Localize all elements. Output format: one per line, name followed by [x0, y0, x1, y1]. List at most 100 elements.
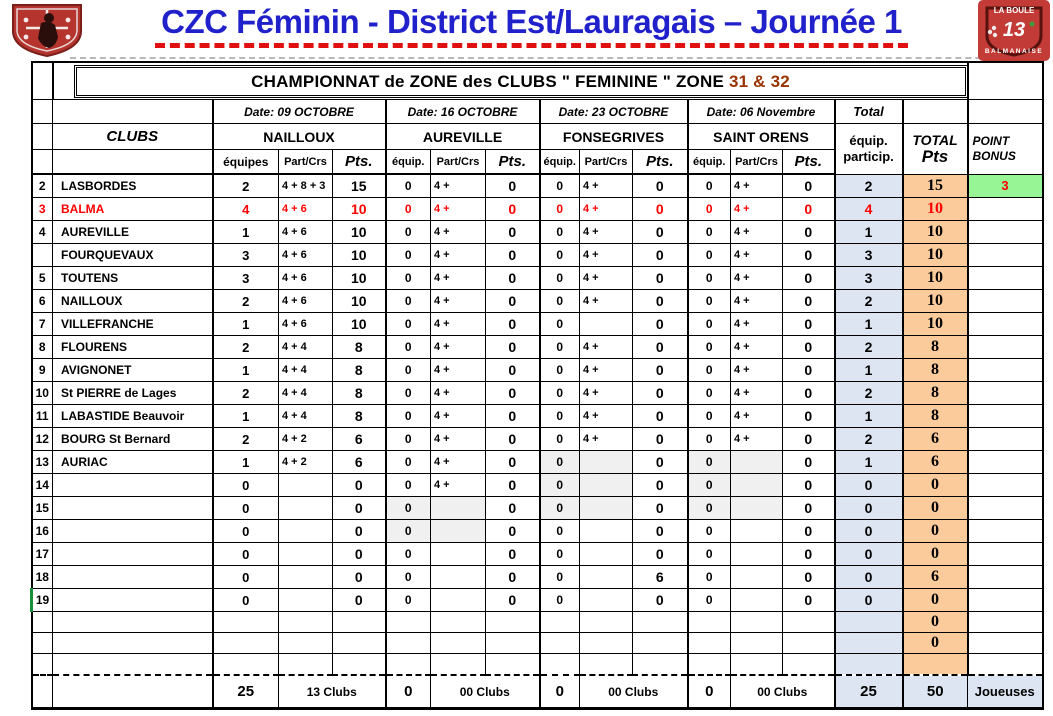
equip-cell — [538, 653, 580, 676]
equip-cell: 0 — [686, 450, 731, 474]
pts-cell: 0 — [782, 496, 835, 520]
partcrs-cell: 4 + — [579, 197, 633, 221]
rank-cell: 10 — [31, 381, 53, 405]
clubs-header: CLUBS — [52, 123, 213, 150]
score-sheet: CHAMPIONNAT de ZONE des CLUBS " FEMININE… — [30, 57, 1044, 710]
equip-cell: 0 — [538, 197, 580, 221]
equip-cell: 0 — [538, 289, 580, 313]
pts-cell: 0 — [782, 312, 835, 336]
equip-cell: 0 — [211, 519, 279, 543]
equip-cell: 0 — [211, 565, 279, 589]
participation-cell: 0 — [833, 496, 903, 520]
equip-cell: 0 — [538, 243, 580, 267]
equip-cell: 0 — [384, 496, 431, 520]
total-pts-cell: 8 — [901, 404, 968, 428]
pts-cell: 0 — [632, 335, 688, 359]
partcrs-cell — [730, 632, 783, 654]
partcrs-cell — [430, 611, 486, 633]
club-name-cell: BALMA — [52, 197, 213, 221]
partcrs-cell: 4 + 4 — [278, 404, 333, 428]
partcrs-cell: 4 + — [730, 220, 783, 244]
rank-cell: 6 — [31, 289, 53, 313]
total-pts-cell — [901, 653, 968, 676]
bonus-cell — [966, 496, 1043, 520]
partcrs-cell: 4 + — [730, 266, 783, 290]
equip-cell: 0 — [384, 358, 431, 382]
pts-cell: 0 — [632, 220, 688, 244]
equip-cell: 0 — [384, 404, 431, 428]
equip-cell: 2 — [211, 335, 279, 359]
venue-header-aureville: AUREVILLE — [384, 123, 540, 150]
bonus-cell — [966, 266, 1043, 290]
participation-cell — [833, 653, 903, 676]
pts-cell: 0 — [632, 243, 688, 267]
rank-cell: 8 — [31, 335, 53, 359]
subheader-pts: Pts. — [632, 149, 688, 175]
club-name-cell: St PIERRE de Lages — [52, 381, 213, 405]
rank-cell: 5 — [31, 266, 53, 290]
equip-cell: 0 — [538, 220, 580, 244]
equip-cell: 0 — [384, 173, 431, 198]
partcrs-cell — [579, 653, 633, 676]
partcrs-cell — [579, 450, 633, 474]
partcrs-cell — [579, 496, 633, 520]
equip-cell: 0 — [384, 427, 431, 451]
club-name-cell: TOUTENS — [52, 266, 213, 290]
partcrs-cell: 4 + — [730, 427, 783, 451]
partcrs-cell: 4 + 2 — [278, 427, 333, 451]
rank-cell: 12 — [31, 427, 53, 451]
equip-cell: 0 — [538, 427, 580, 451]
partcrs-cell: 4 + — [579, 220, 633, 244]
pts-cell: 0 — [485, 312, 540, 336]
club-name-cell: LASBORDES — [52, 173, 213, 198]
partcrs-cell: 4 + — [730, 404, 783, 428]
total-participation: 25 — [833, 674, 903, 709]
table-row — [31, 653, 1043, 676]
inner-shield-outline — [985, 6, 1043, 57]
equip-cell: 0 — [686, 427, 731, 451]
bonus-cell — [966, 653, 1043, 676]
championship-title: CZC Féminin - District Est/Lauragais – J… — [155, 2, 908, 48]
pts-cell: 0 — [485, 243, 540, 267]
pts-cell: 10 — [332, 197, 386, 221]
pts-cell — [782, 611, 835, 633]
equip-cell: 0 — [686, 496, 731, 520]
partcrs-cell — [430, 496, 486, 520]
partcrs-cell: 4 + — [430, 404, 486, 428]
equip-cell: 2 — [211, 173, 279, 198]
equip-cell — [384, 632, 431, 654]
partcrs-cell — [430, 588, 486, 612]
equip-cell: 0 — [686, 266, 731, 290]
participation-cell — [833, 611, 903, 633]
total-fonsegrives-clubs: 00 Clubs — [579, 674, 688, 709]
total-pts-cell: 0 — [901, 519, 968, 543]
total-pts-cell: 15 — [901, 173, 968, 198]
partcrs-cell: 4 + 4 — [278, 335, 333, 359]
subheader-partcrs: Part/Crs — [430, 149, 486, 175]
pts-cell: 0 — [332, 473, 386, 497]
rank-cell — [31, 243, 53, 267]
pts-cell — [782, 632, 835, 654]
table-row: 15 0 0 0 0 0 0 0 0 0 0 — [31, 496, 1043, 520]
partcrs-cell: 4 + — [430, 427, 486, 451]
page-header: CZC Féminin - District Est/Lauragais – J… — [0, 0, 1053, 61]
table-row: 7 VILLEFRANCHE 1 4 + 6 10 0 4 +0 0 0 0 4 +0 1 10 — [31, 312, 1043, 336]
table-row: 2 LASBORDES 2 4 + 8 + 3 15 0 4 +0 0 4 +0 0 4 +0 2 15… — [31, 173, 1043, 198]
participation-cell: 2 — [833, 289, 903, 313]
total-pts-cell: 0 — [901, 542, 968, 566]
club-name-cell — [52, 473, 213, 497]
equip-cell: 0 — [211, 542, 279, 566]
total-pts-cell: 8 — [901, 358, 968, 382]
partcrs-cell: 4 + 4 — [278, 381, 333, 405]
pts-cell: 0 — [632, 381, 688, 405]
pts-cell: 0 — [485, 289, 540, 313]
participation-cell: 4 — [833, 197, 903, 221]
equip-cell: 0 — [384, 565, 431, 589]
total-pts-cell: 0 — [901, 632, 968, 654]
partcrs-cell — [730, 542, 783, 566]
pts-cell: 0 — [485, 519, 540, 543]
pts-cell: 0 — [782, 542, 835, 566]
partcrs-cell: 4 + — [579, 358, 633, 382]
partcrs-cell: 4 + — [430, 381, 486, 405]
pts-cell: 0 — [632, 312, 688, 336]
